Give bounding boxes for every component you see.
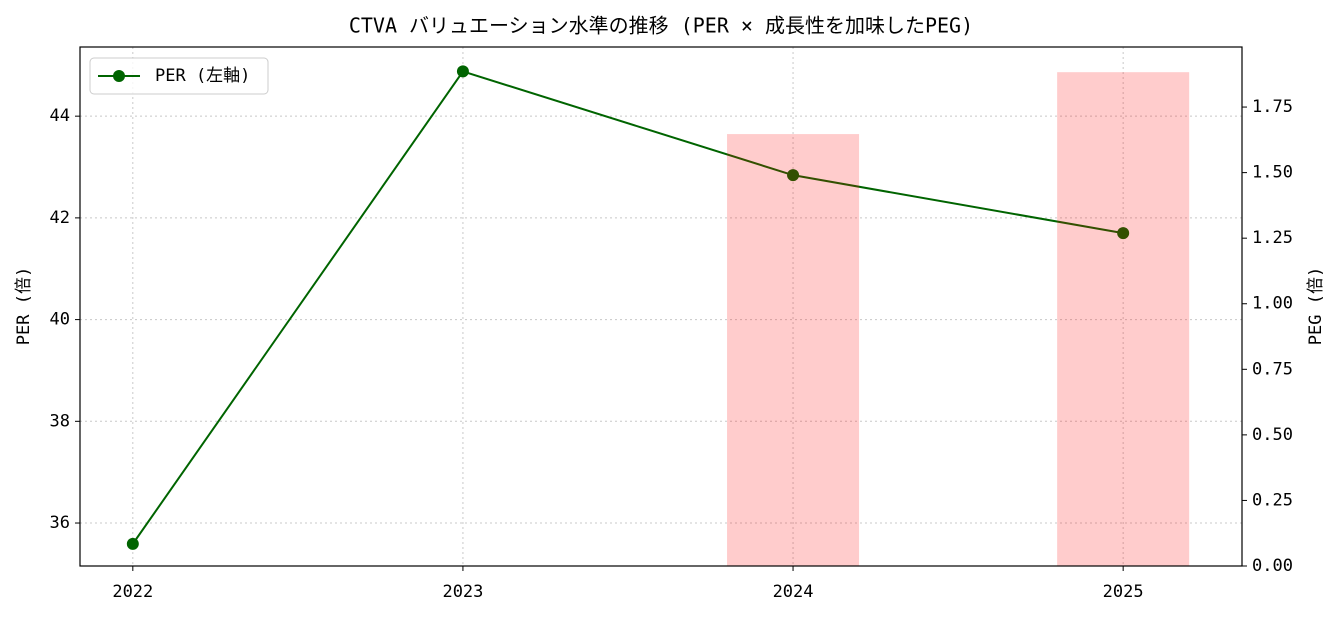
- y2-tick-label: 1.50: [1252, 163, 1293, 183]
- marker: [1117, 227, 1130, 240]
- bar: [727, 134, 860, 566]
- marker: [787, 169, 800, 182]
- line: [131, 70, 1124, 545]
- y2-tick-label: 0.75: [1252, 359, 1293, 379]
- legend-label: PER (左軸): [155, 66, 250, 86]
- y-tick-label: 40: [50, 310, 70, 330]
- bar: [1057, 72, 1190, 566]
- chart-title: CTVA バリュエーション水準の推移 (PER × 成長性を加味したPEG): [349, 14, 973, 38]
- marker: [126, 537, 139, 550]
- x-tick-label: 2023: [442, 582, 483, 602]
- y2-tick-label: 0.50: [1252, 425, 1293, 445]
- y-tick-label: 36: [50, 513, 70, 533]
- y-tick-label: 44: [50, 106, 70, 126]
- y2-tick-label: 1.75: [1252, 97, 1293, 117]
- y2-tick-label: 0.25: [1252, 490, 1293, 510]
- y-tick-label: 38: [50, 411, 70, 431]
- x-tick-label: 2022: [112, 582, 153, 602]
- y2-axis-label: PEG (倍): [1306, 267, 1326, 345]
- marker: [456, 65, 469, 78]
- y-tick-label: 42: [50, 208, 70, 228]
- legend-marker: [113, 70, 125, 82]
- legend-box: [89, 57, 269, 95]
- x-tick-label: 2024: [773, 582, 814, 602]
- x-tick-label: 2025: [1103, 582, 1144, 602]
- y2-tick-label: 1.25: [1252, 228, 1293, 248]
- y-axis-label: PER (倍): [14, 267, 34, 345]
- y2-tick-label: 1.00: [1252, 294, 1293, 314]
- plot-frame: [79, 46, 1243, 567]
- y2-tick-label: 0.00: [1252, 556, 1293, 576]
